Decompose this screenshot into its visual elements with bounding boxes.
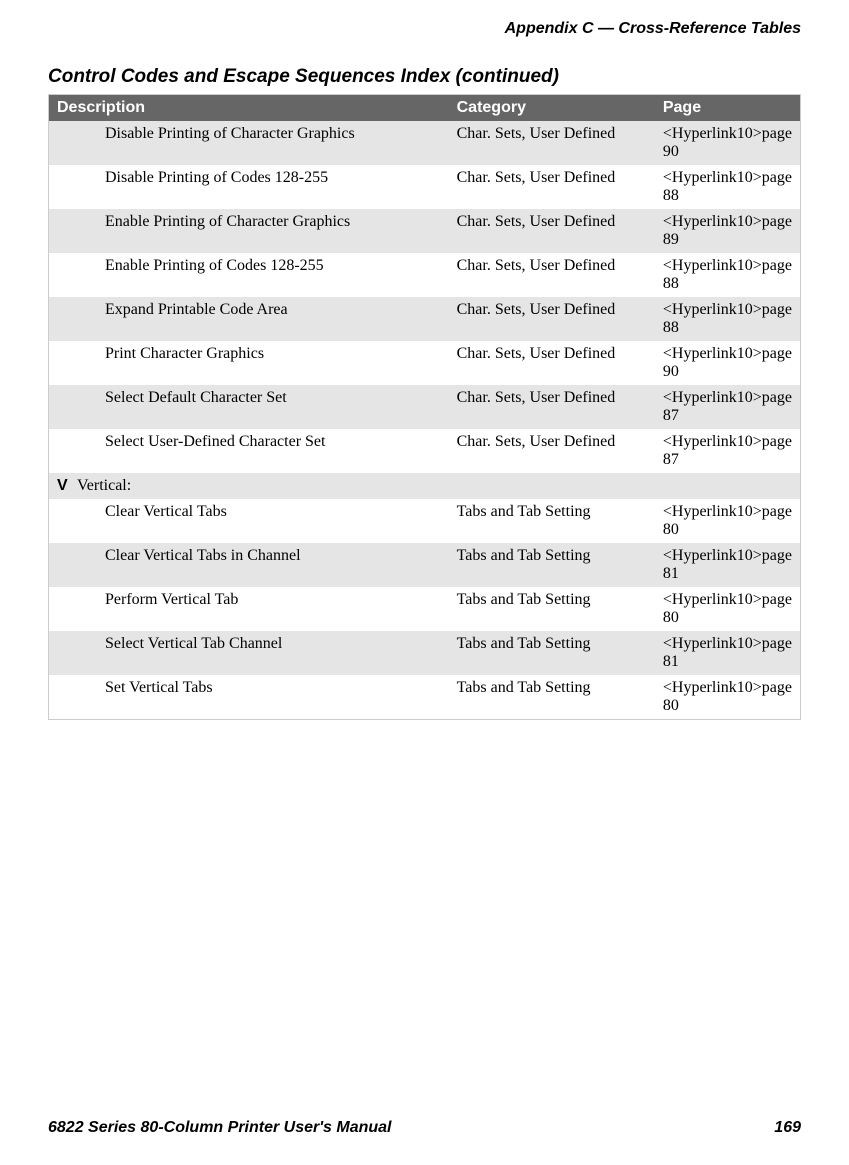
table-body: Disable Printing of Character GraphicsCh… <box>49 121 801 720</box>
cell-category: Char. Sets, User Defined <box>449 253 655 297</box>
cell-page: <Hyperlink10>page 90 <box>655 341 801 385</box>
cell-description: Clear Vertical Tabs <box>49 499 449 543</box>
cell-description: Clear Vertical Tabs in Channel <box>49 543 449 587</box>
cell-category: Char. Sets, User Defined <box>449 209 655 253</box>
cell-description: Perform Vertical Tab <box>49 587 449 631</box>
table-row: Select Vertical Tab ChannelTabs and Tab … <box>49 631 801 675</box>
col-header-page: Page <box>655 95 801 122</box>
cell-category: Char. Sets, User Defined <box>449 165 655 209</box>
cell-description: Select Vertical Tab Channel <box>49 631 449 675</box>
col-header-description: Description <box>49 95 449 122</box>
cell-category: Tabs and Tab Setting <box>449 499 655 543</box>
index-table: Description Category Page Disable Printi… <box>48 94 801 720</box>
table-row: Set Vertical TabsTabs and Tab Setting<Hy… <box>49 675 801 720</box>
cell-page: <Hyperlink10>page 87 <box>655 429 801 473</box>
table-row: Disable Printing of Character GraphicsCh… <box>49 121 801 165</box>
table-row: Select User-Defined Character SetChar. S… <box>49 429 801 473</box>
cell-description: Disable Printing of Character Graphics <box>49 121 449 165</box>
cell-description: Set Vertical Tabs <box>49 675 449 720</box>
section-empty-page <box>655 473 801 499</box>
footer-page-number: 169 <box>774 1119 801 1137</box>
section-row: VVertical: <box>49 473 801 499</box>
cell-category: Tabs and Tab Setting <box>449 631 655 675</box>
cell-page: <Hyperlink10>page 80 <box>655 587 801 631</box>
cell-page: <Hyperlink10>page 89 <box>655 209 801 253</box>
section-word: Vertical: <box>77 477 131 494</box>
cell-page: <Hyperlink10>page 90 <box>655 121 801 165</box>
col-header-category: Category <box>449 95 655 122</box>
table-row: Clear Vertical TabsTabs and Tab Setting<… <box>49 499 801 543</box>
table-row: Print Character GraphicsChar. Sets, User… <box>49 341 801 385</box>
cell-description: Enable Printing of Character Graphics <box>49 209 449 253</box>
table-row: Clear Vertical Tabs in ChannelTabs and T… <box>49 543 801 587</box>
cell-page: <Hyperlink10>page 80 <box>655 675 801 720</box>
table-row: Enable Printing of Character GraphicsCha… <box>49 209 801 253</box>
section-letter: V <box>57 477 77 495</box>
cell-category: Tabs and Tab Setting <box>449 543 655 587</box>
table-row: Enable Printing of Codes 128-255Char. Se… <box>49 253 801 297</box>
table-row: Disable Printing of Codes 128-255Char. S… <box>49 165 801 209</box>
cell-page: <Hyperlink10>page 88 <box>655 297 801 341</box>
cell-category: Tabs and Tab Setting <box>449 675 655 720</box>
cell-category: Char. Sets, User Defined <box>449 385 655 429</box>
cell-category: Char. Sets, User Defined <box>449 297 655 341</box>
cell-page: <Hyperlink10>page 88 <box>655 253 801 297</box>
cell-page: <Hyperlink10>page 87 <box>655 385 801 429</box>
cell-category: Char. Sets, User Defined <box>449 341 655 385</box>
cell-description: Select Default Character Set <box>49 385 449 429</box>
cell-page: <Hyperlink10>page 88 <box>655 165 801 209</box>
section-empty-cat <box>449 473 655 499</box>
table-header-row: Description Category Page <box>49 95 801 122</box>
page-footer: 6822 Series 80-Column Printer User's Man… <box>48 1119 801 1137</box>
cell-description: Enable Printing of Codes 128-255 <box>49 253 449 297</box>
page-header-appendix: Appendix C — Cross-Reference Tables <box>48 20 801 38</box>
cell-description: Select User-Defined Character Set <box>49 429 449 473</box>
cell-category: Char. Sets, User Defined <box>449 121 655 165</box>
cell-description: Print Character Graphics <box>49 341 449 385</box>
cell-description: Expand Printable Code Area <box>49 297 449 341</box>
footer-manual-title: 6822 Series 80-Column Printer User's Man… <box>48 1119 392 1137</box>
table-row: Expand Printable Code AreaChar. Sets, Us… <box>49 297 801 341</box>
table-row: Select Default Character SetChar. Sets, … <box>49 385 801 429</box>
cell-page: <Hyperlink10>page 81 <box>655 543 801 587</box>
section-cell: VVertical: <box>49 473 449 499</box>
cell-page: <Hyperlink10>page 81 <box>655 631 801 675</box>
cell-description: Disable Printing of Codes 128-255 <box>49 165 449 209</box>
section-title: Control Codes and Escape Sequences Index… <box>48 66 801 88</box>
table-row: Perform Vertical TabTabs and Tab Setting… <box>49 587 801 631</box>
cell-category: Char. Sets, User Defined <box>449 429 655 473</box>
cell-page: <Hyperlink10>page 80 <box>655 499 801 543</box>
cell-category: Tabs and Tab Setting <box>449 587 655 631</box>
